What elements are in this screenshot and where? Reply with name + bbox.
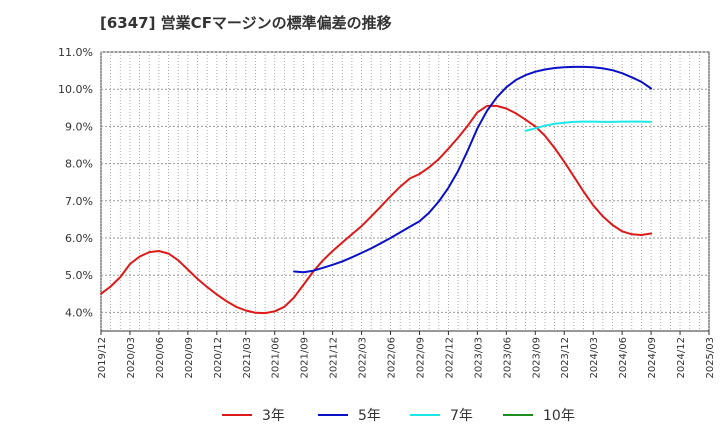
legend-item: 3年 [222,404,285,426]
x-tick-label: 2024/06 [618,337,629,379]
x-tick-label: 2022/03 [358,337,369,379]
legend-item: 7年 [410,404,473,426]
x-tick-label: 2020/03 [126,337,137,379]
legend-label: 10年 [543,408,575,424]
legend-swatch [318,414,348,416]
x-tick-label: 2020/09 [184,337,195,379]
y-tick-label: 10.0% [58,83,93,96]
legend-item: 10年 [503,404,575,426]
y-tick-label: 9.0% [65,120,93,133]
y-axis-ticks: 4.0% 5.0% 6.0% 7.0% 8.0% 9.0% 10.0% 11.0% [58,46,93,319]
x-tick-label: 2021/03 [242,337,253,379]
x-tick-label: 2022/06 [387,337,398,379]
legend-label: 3年 [262,408,285,424]
series-line-0 [100,104,653,315]
x-tick-label: 2024/03 [589,337,600,379]
y-tick-label: 11.0% [58,46,93,59]
x-axis-ticks: 2019/12 2020/03 2020/06 2020/09 2020/12 2021/… [97,331,716,379]
y-tick-label: 7.0% [65,195,93,208]
series-lines [100,65,653,315]
x-tick-label: 2024/12 [676,337,687,379]
legend: 3年 5年 7年 10年 [0,404,720,426]
y-tick-label: 5.0% [65,269,93,282]
y-tick-label: 4.0% [65,306,93,319]
legend-label: 5年 [358,408,381,424]
x-tick-label: 2021/12 [329,337,340,379]
legend-swatch [410,414,440,416]
x-tick-label: 2024/09 [647,337,658,379]
legend-item: 5年 [318,404,381,426]
plot-area [100,51,710,332]
legend-label: 7年 [450,408,473,424]
grid-lines [100,51,710,331]
x-tick-label: 2023/03 [473,337,484,379]
x-tick-label: 2023/09 [531,337,542,379]
series-line-1 [293,65,653,274]
x-tick-label: 2022/12 [444,337,455,379]
x-tick-label: 2020/06 [155,337,166,379]
x-tick-label: 2020/12 [213,337,224,379]
x-tick-label: 2021/09 [300,337,311,379]
x-tick-label: 2023/12 [560,337,571,379]
x-tick-label: 2022/09 [415,337,426,379]
y-tick-label: 8.0% [65,158,93,171]
legend-swatch [503,414,533,416]
x-tick-label: 2023/06 [502,337,513,379]
series-line-2 [524,120,653,132]
chart-title: [6347] 営業CFマージンの標準偏差の推移 [100,14,392,32]
x-tick-label: 2025/03 [705,337,716,379]
legend-swatch [222,414,252,416]
x-tick-label: 2021/06 [271,337,282,379]
x-tick-label: 2019/12 [97,337,108,379]
y-tick-label: 6.0% [65,232,93,245]
